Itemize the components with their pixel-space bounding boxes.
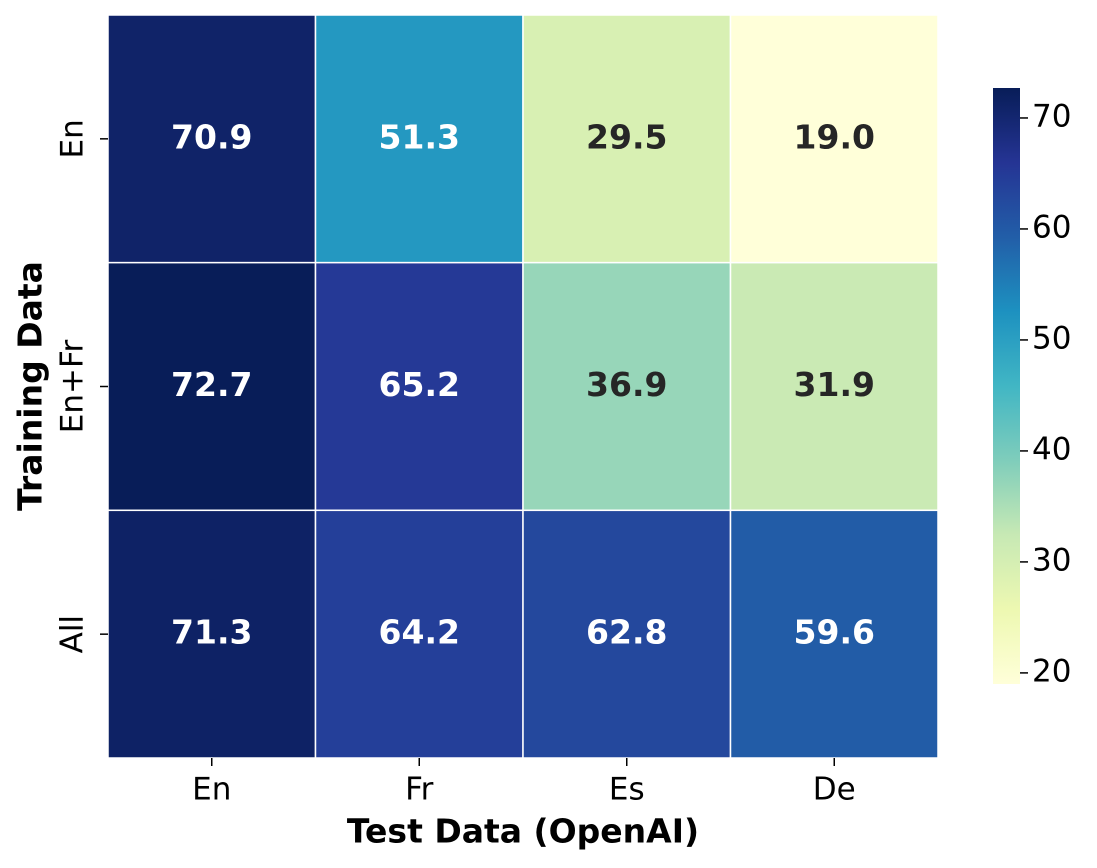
- x-axis-label: Test Data (OpenAI): [347, 812, 699, 851]
- cell-value-label: 36.9: [586, 365, 667, 404]
- heatmap-cell: [314, 261, 524, 512]
- cell-value-label: 51.3: [379, 117, 460, 156]
- heatmap-cell: [522, 14, 732, 264]
- cell-value-label: 65.2: [379, 365, 460, 404]
- y-tick-label: En+Fr: [55, 339, 91, 433]
- colorbar-tick-label: 50: [1032, 320, 1071, 356]
- heatmap-cell: [729, 14, 939, 264]
- heatmap-cell: [314, 14, 524, 264]
- colorbar-tick-label: 40: [1032, 431, 1071, 467]
- cell-value-label: 59.6: [794, 613, 875, 652]
- heatmap-cell: [314, 509, 524, 759]
- heatmap-cell: [729, 509, 939, 759]
- x-tick-label: Es: [609, 772, 645, 808]
- y-tick-label: All: [55, 615, 91, 653]
- cell-value-label: 71.3: [171, 613, 252, 652]
- cell-value-label: 62.8: [586, 613, 667, 652]
- colorbar-tick-label: 70: [1032, 98, 1071, 134]
- colorbar-tick-label: 30: [1032, 542, 1071, 578]
- heatmap-cell: [107, 261, 317, 512]
- cell-value-label: 19.0: [794, 117, 875, 156]
- cell-value-label: 31.9: [794, 365, 875, 404]
- colorbar-tick-label: 20: [1032, 653, 1071, 689]
- x-tick-label: De: [813, 772, 856, 808]
- heatmap-cell: [522, 261, 732, 512]
- cell-value-label: 29.5: [586, 117, 667, 156]
- x-tick-label: Fr: [405, 772, 434, 808]
- y-tick-label: En: [55, 119, 91, 158]
- cell-value-label: 70.9: [171, 117, 252, 156]
- cell-value-label: 72.7: [171, 365, 252, 404]
- heatmap-cell: [729, 261, 939, 512]
- colorbar: [993, 88, 1020, 684]
- cell-value-label: 64.2: [379, 613, 460, 652]
- y-axis-label: Training Data: [11, 261, 50, 511]
- heatmap-cell: [107, 14, 317, 264]
- x-tick-label: En: [192, 772, 231, 808]
- colorbar-tick-label: 60: [1032, 209, 1071, 245]
